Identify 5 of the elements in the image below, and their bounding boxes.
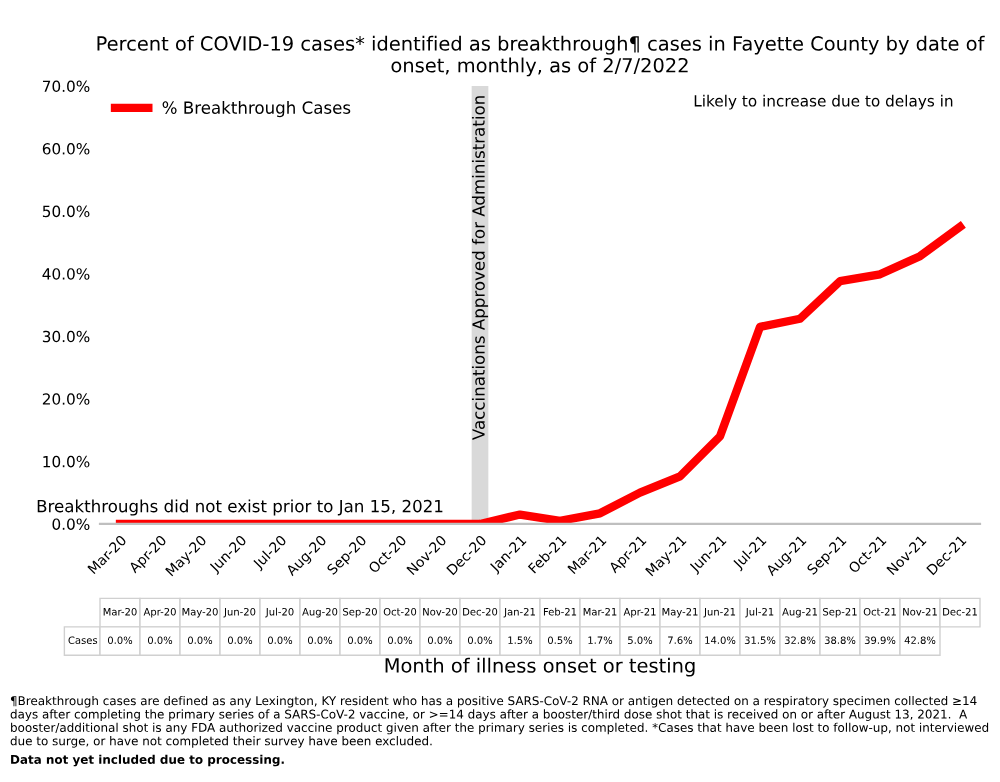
annotation: Breakthroughs did not exist prior to Jan 15, 2021 — [37, 499, 443, 516]
x-axis-title: Month of illness onset or testing — [385, 657, 695, 677]
chart-title: Percent of COVID-19 cases* identified as breakthrough¶ cases in Fayette County by date of onset, monthly, as of 2/7/2022 — [97, 35, 985, 77]
legend-label: % Breakthrough Cases — [162, 101, 351, 118]
ref-line-label: Vaccinations Approved for Administration — [471, 96, 489, 441]
